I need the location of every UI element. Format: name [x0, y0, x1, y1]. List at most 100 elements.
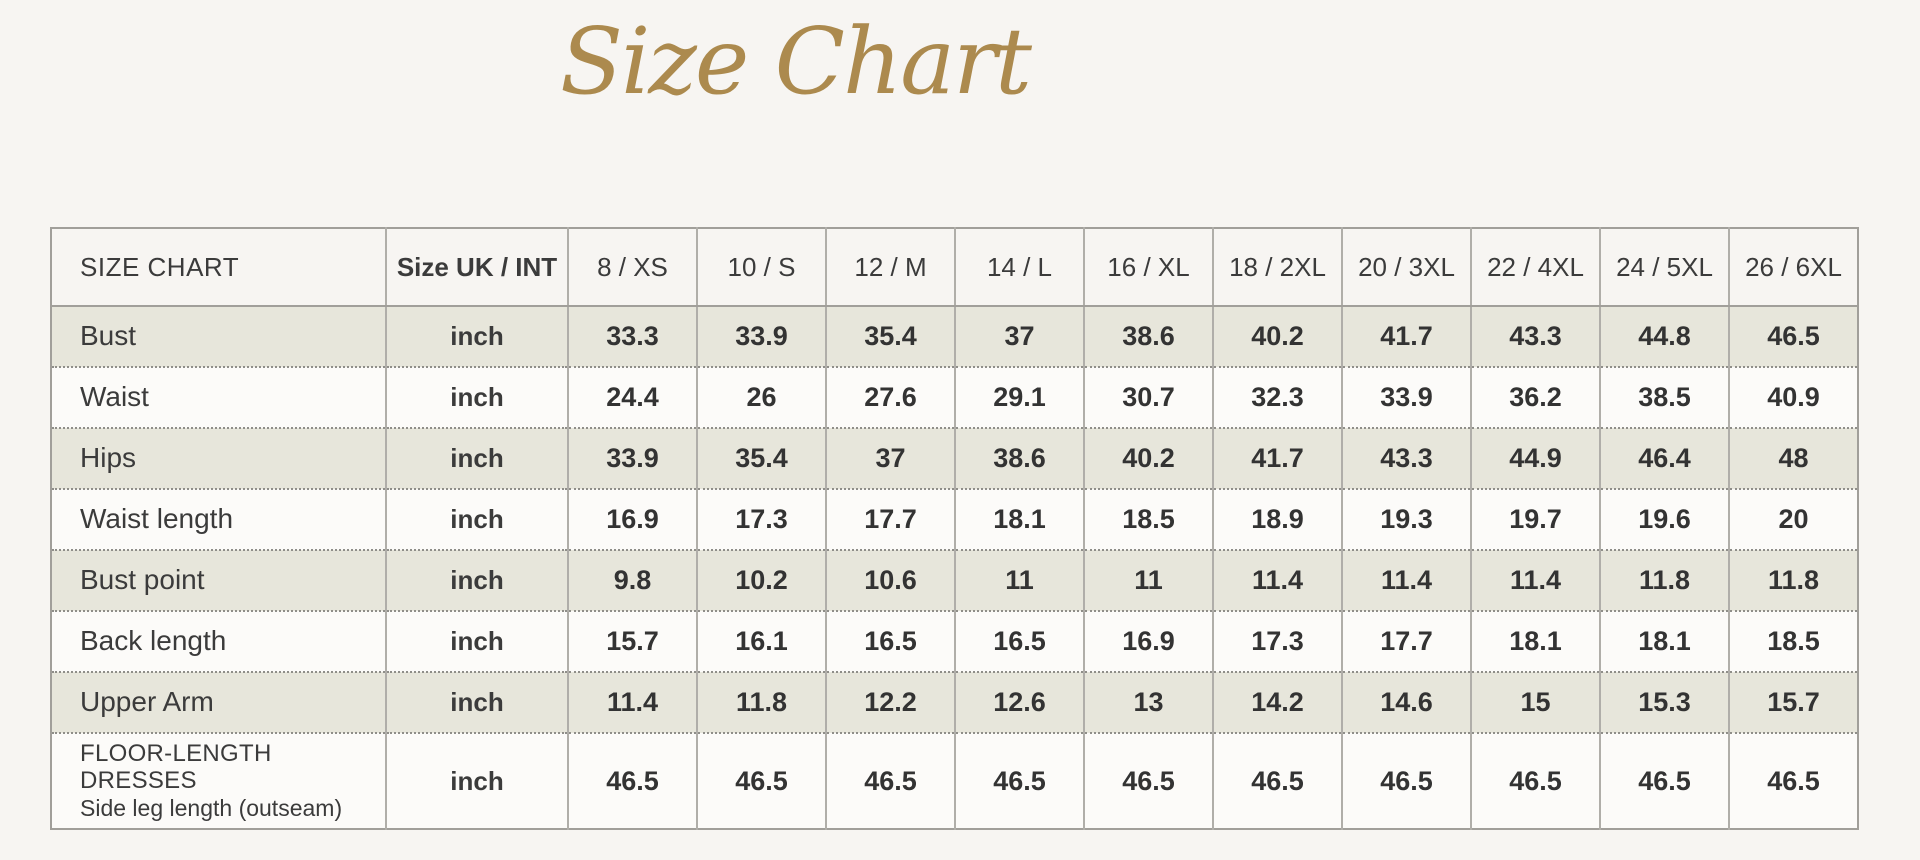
cell-value: 26	[696, 366, 826, 428]
table-row: FLOOR-LENGTH DRESSES Side leg length (out…	[51, 732, 1858, 829]
measurement-name: Waist length	[80, 503, 234, 535]
cell-value: 41.7	[1212, 427, 1342, 489]
measurement-name: Back length	[80, 625, 227, 657]
cell-value: 40.2	[1083, 427, 1213, 489]
row-unit: inch	[385, 671, 568, 733]
size-column-header: 16 / XL	[1083, 228, 1213, 307]
cell-value: 11.8	[696, 671, 826, 733]
table-body: Bust inch 33.3 33.9 35.4 37 38.6 40.2 41.7 43.3 44…	[51, 305, 1858, 829]
size-column-header: 26 / 6XL	[1728, 228, 1858, 307]
row-unit: inch	[385, 549, 568, 611]
cell-value: 14.6	[1341, 671, 1471, 733]
cell-value: 18.5	[1083, 488, 1213, 550]
cell-value: 46.5	[1341, 732, 1471, 829]
corner-header: SIZE CHART	[51, 228, 386, 307]
size-chart-table: SIZE CHART Size UK / INT 8 / XS 10 / S 12 …	[50, 227, 1859, 830]
cell-value: 15.7	[567, 610, 697, 672]
cell-value: 17.7	[825, 488, 955, 550]
size-column-header: 8 / XS	[567, 228, 697, 307]
row-unit: inch	[385, 366, 568, 428]
size-column-header: 12 / M	[825, 228, 955, 307]
measurement-name: Hips	[80, 442, 137, 474]
cell-value: 16.9	[567, 488, 697, 550]
cell-value: 36.2	[1470, 366, 1600, 428]
cell-value: 11.4	[1212, 549, 1342, 611]
cell-value: 35.4	[696, 427, 826, 489]
table-row: Waist inch 24.4 26 27.6 29.1 30.7 32.3 33.9 36.2 3…	[51, 366, 1858, 428]
size-column-header: 18 / 2XL	[1212, 228, 1342, 307]
size-column-header: 24 / 5XL	[1599, 228, 1729, 307]
cell-value: 24.4	[567, 366, 697, 428]
measurement-name: Bust	[80, 320, 137, 352]
cell-value: 20	[1728, 488, 1858, 550]
cell-value: 41.7	[1341, 305, 1471, 367]
cell-value: 16.5	[825, 610, 955, 672]
row-label: Upper Arm	[51, 671, 386, 733]
cell-value: 46.4	[1599, 427, 1729, 489]
cell-value: 10.2	[696, 549, 826, 611]
cell-value: 37	[825, 427, 955, 489]
cell-value: 27.6	[825, 366, 955, 428]
cell-value: 15	[1470, 671, 1600, 733]
cell-value: 11.4	[1470, 549, 1600, 611]
row-unit: inch	[385, 488, 568, 550]
table-row: Bust point inch 9.8 10.2 10.6 11 11 11.4 11.4 11.…	[51, 549, 1858, 611]
table-header: SIZE CHART Size UK / INT 8 / XS 10 / S 12 …	[51, 228, 1858, 307]
cell-value: 17.3	[1212, 610, 1342, 672]
cell-value: 18.1	[1470, 610, 1600, 672]
cell-value: 33.9	[696, 305, 826, 367]
cell-value: 13	[1083, 671, 1213, 733]
cell-value: 19.7	[1470, 488, 1600, 550]
cell-value: 33.3	[567, 305, 697, 367]
cell-value: 17.7	[1341, 610, 1471, 672]
cell-value: 18.1	[1599, 610, 1729, 672]
cell-value: 16.1	[696, 610, 826, 672]
measurement-name: Waist	[80, 381, 149, 413]
cell-value: 44.8	[1599, 305, 1729, 367]
cell-value: 11	[1083, 549, 1213, 611]
cell-value: 18.5	[1728, 610, 1858, 672]
unit-column-header: Size UK / INT	[385, 228, 568, 307]
cell-value: 37	[954, 305, 1084, 367]
cell-value: 33.9	[567, 427, 697, 489]
cell-value: 15.7	[1728, 671, 1858, 733]
cell-value: 14.2	[1212, 671, 1342, 733]
table-row: Back length inch 15.7 16.1 16.5 16.5 16.9 17.3 1…	[51, 610, 1858, 672]
cell-value: 40.9	[1728, 366, 1858, 428]
cell-value: 40.2	[1212, 305, 1342, 367]
cell-value: 38.5	[1599, 366, 1729, 428]
row-label: Hips	[51, 427, 386, 489]
cell-value: 15.3	[1599, 671, 1729, 733]
cell-value: 16.5	[954, 610, 1084, 672]
cell-value: 46.5	[954, 732, 1084, 829]
header-row: SIZE CHART Size UK / INT 8 / XS 10 / S 12 …	[51, 228, 1858, 307]
row-label: Waist	[51, 366, 386, 428]
cell-value: 9.8	[567, 549, 697, 611]
row-label: Back length	[51, 610, 386, 672]
cell-value: 43.3	[1470, 305, 1600, 367]
cell-value: 32.3	[1212, 366, 1342, 428]
page-title: Size Chart	[559, 8, 1032, 115]
cell-value: 46.5	[1599, 732, 1729, 829]
size-column-header: 20 / 3XL	[1341, 228, 1471, 307]
cell-value: 29.1	[954, 366, 1084, 428]
cell-value: 11.8	[1728, 549, 1858, 611]
row-label: FLOOR-LENGTH DRESSES Side leg length (out…	[51, 732, 386, 829]
size-column-header: 14 / L	[954, 228, 1084, 307]
measurement-name: Bust point	[80, 564, 205, 596]
cell-value: 16.9	[1083, 610, 1213, 672]
cell-value: 48	[1728, 427, 1858, 489]
cell-value: 46.5	[696, 732, 826, 829]
measurement-subname: Side leg length (outseam)	[80, 794, 343, 821]
cell-value: 35.4	[825, 305, 955, 367]
cell-value: 46.5	[1728, 732, 1858, 829]
row-label: Waist length	[51, 488, 386, 550]
row-label: Bust	[51, 305, 386, 367]
table-row: Upper Arm inch 11.4 11.8 12.2 12.6 13 14.2 14.6 1…	[51, 671, 1858, 733]
cell-value: 12.2	[825, 671, 955, 733]
cell-value: 43.3	[1341, 427, 1471, 489]
cell-value: 38.6	[954, 427, 1084, 489]
size-column-header: 22 / 4XL	[1470, 228, 1600, 307]
cell-value: 18.9	[1212, 488, 1342, 550]
